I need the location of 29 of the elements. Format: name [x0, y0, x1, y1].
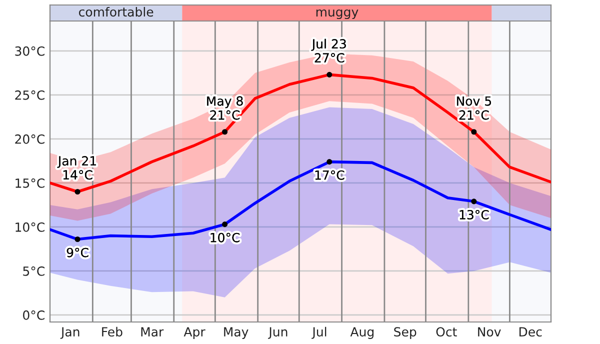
- x-tick-label: Apr: [184, 327, 206, 339]
- x-tick-label: Feb: [102, 326, 122, 337]
- y-tick-label: 15°C: [16, 178, 44, 188]
- x-tick-label: Dec: [519, 327, 542, 337]
- y-tick-label: 25°C: [15, 90, 44, 100]
- annotation: May 8 21°C: [207, 96, 243, 120]
- x-tick-label: Nov: [478, 327, 501, 337]
- x-tick-label: Jul: [312, 326, 326, 339]
- y-tick-label: 30°C: [15, 46, 44, 56]
- x-tick-label: Aug: [350, 327, 374, 339]
- x-tick-label: Jun: [268, 327, 288, 339]
- band-label: comfortable: [78, 6, 154, 17]
- x-tick-label: May: [224, 327, 248, 339]
- annotation: Nov 5 21°C: [456, 96, 491, 120]
- annotation: Jul 23 27°C: [311, 38, 346, 63]
- x-tick-label: Jan: [60, 327, 80, 339]
- annotation: Jan 21 14°C: [57, 156, 96, 180]
- x-tick-label: Mar: [141, 327, 164, 337]
- annotation: 10°C: [210, 232, 240, 242]
- x-tick-label: Oct: [436, 327, 457, 337]
- band-label: muggy: [316, 9, 358, 20]
- y-tick-label: 5°C: [23, 266, 44, 276]
- x-tick-label: Sep: [394, 327, 416, 339]
- annotation: 9°C: [66, 248, 88, 258]
- y-tick-label: 20°C: [15, 134, 44, 144]
- annotation: 13°C: [460, 210, 489, 220]
- y-tick-label: 0°C: [23, 310, 44, 320]
- y-tick-label: 10°C: [16, 222, 44, 232]
- annotation: 17°C: [315, 170, 344, 180]
